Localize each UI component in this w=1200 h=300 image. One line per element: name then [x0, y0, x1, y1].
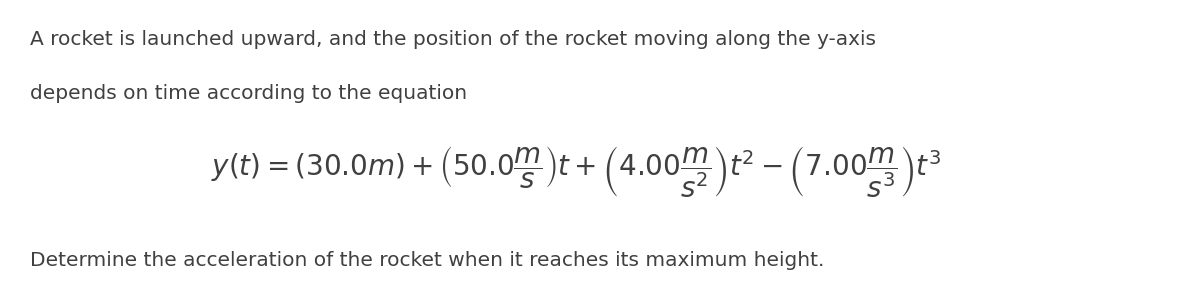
- Text: depends on time according to the equation: depends on time according to the equatio…: [30, 84, 467, 103]
- Text: Determine the acceleration of the rocket when it reaches its maximum height.: Determine the acceleration of the rocket…: [30, 251, 824, 270]
- Text: $y(t) = (30.0m) + \left( 50.0\dfrac{m}{s} \right)t + \left( 4.00\dfrac{m}{s^2} \: $y(t) = (30.0m) + \left( 50.0\dfrac{m}{s…: [211, 144, 941, 200]
- Text: A rocket is launched upward, and the position of the rocket moving along the y-a: A rocket is launched upward, and the pos…: [30, 30, 876, 49]
